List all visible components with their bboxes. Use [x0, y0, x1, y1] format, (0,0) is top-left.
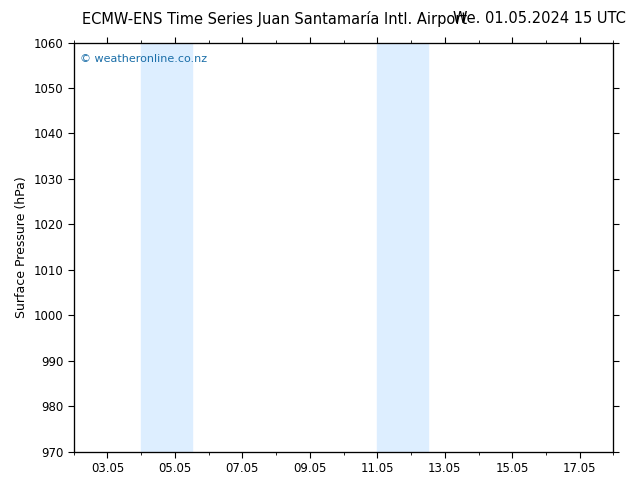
- Text: ECMW-ENS Time Series Juan Santamaría Intl. Airport: ECMW-ENS Time Series Juan Santamaría Int…: [82, 11, 467, 27]
- Text: © weatheronline.co.nz: © weatheronline.co.nz: [80, 54, 207, 64]
- Bar: [141, 43, 192, 452]
- Y-axis label: Surface Pressure (hPa): Surface Pressure (hPa): [15, 176, 28, 318]
- Bar: [377, 43, 428, 452]
- Text: We. 01.05.2024 15 UTC: We. 01.05.2024 15 UTC: [453, 11, 626, 26]
